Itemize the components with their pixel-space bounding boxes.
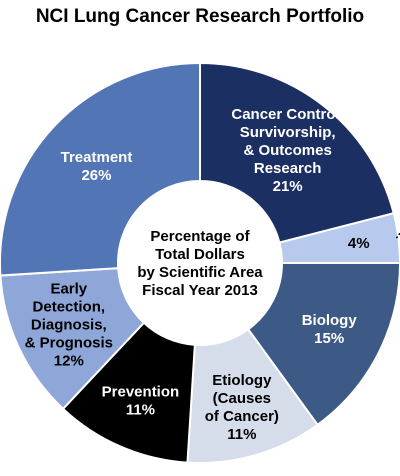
- slice-label-3: Early Detection, Diagnosis, & Prognosis 12%: [25, 281, 113, 370]
- slice-label-0: Biology 15%: [302, 312, 358, 347]
- slice-label-4: Treatment 26%: [61, 149, 133, 184]
- slice-5: [199, 61, 395, 244]
- slice-4: [0, 61, 201, 277]
- slice-6: [278, 212, 400, 264]
- center-label: Percentage of Total Dollars by Scientific …: [137, 228, 263, 299]
- slice-label-5: Cancer Control, Survivorship, & Outcomes Re…: [231, 106, 344, 195]
- chart-title: NCI Lung Cancer Research Portfolio: [35, 6, 365, 27]
- slice-label-2: Prevention 11%: [102, 384, 180, 419]
- slice-label-6: 4%: [348, 235, 370, 252]
- slice-0: [246, 262, 400, 427]
- slice-label-1: Etiology (Causes of Cancer) 11%: [205, 372, 279, 443]
